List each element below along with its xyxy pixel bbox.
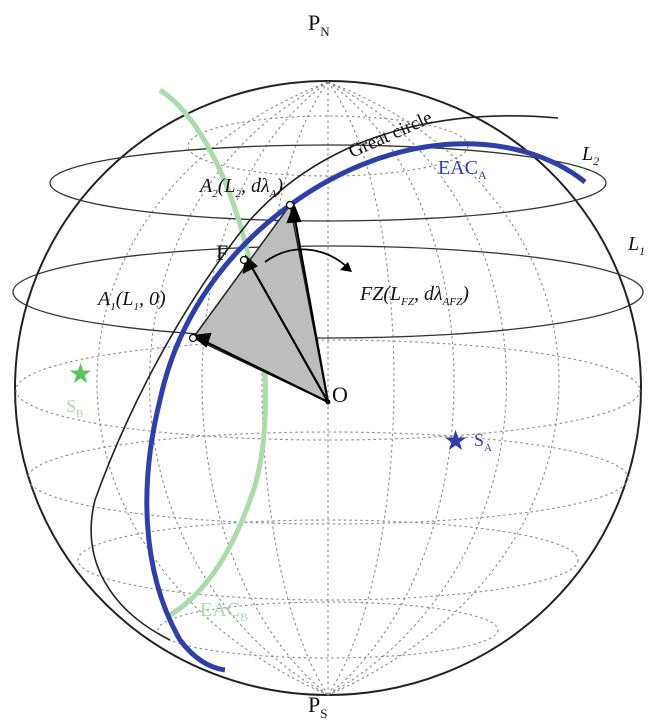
point-a2-marker [285, 200, 295, 210]
eac-a-label: EACA [438, 157, 487, 182]
north-pole-label: PN [308, 10, 330, 39]
center-marker [325, 399, 331, 405]
point-f-marker [239, 255, 249, 265]
station-b-star: ★ [68, 359, 93, 390]
station-a-star: ★ [443, 426, 468, 457]
point-f-label: F [216, 240, 228, 265]
eac-b-curve [158, 87, 268, 618]
eac-a-curve [144, 141, 587, 673]
great-circle-curve [90, 115, 559, 641]
latitude-l1 [12, 245, 644, 339]
latitude-circles [12, 144, 644, 339]
sphere-outline [14, 80, 642, 696]
l2-label: L2 [581, 143, 599, 168]
latitude-l2 [49, 144, 607, 222]
point-a2-label: A2(L2, dλA) [198, 175, 283, 200]
point-a1-marker [188, 333, 198, 343]
point-fz-label: FZ(LFZ, dλAFZ) [359, 283, 469, 308]
point-a1-label: A1(L1, 0) [96, 288, 166, 313]
station-b-label: SB [66, 396, 83, 420]
south-pole-label: PS [308, 692, 327, 720]
center-label: O [332, 382, 348, 407]
eac-b-label: EACB [200, 599, 248, 624]
fz-pointer-arrow [264, 248, 349, 269]
l1-label: L1 [627, 233, 645, 258]
station-a-label: SA [474, 430, 492, 454]
